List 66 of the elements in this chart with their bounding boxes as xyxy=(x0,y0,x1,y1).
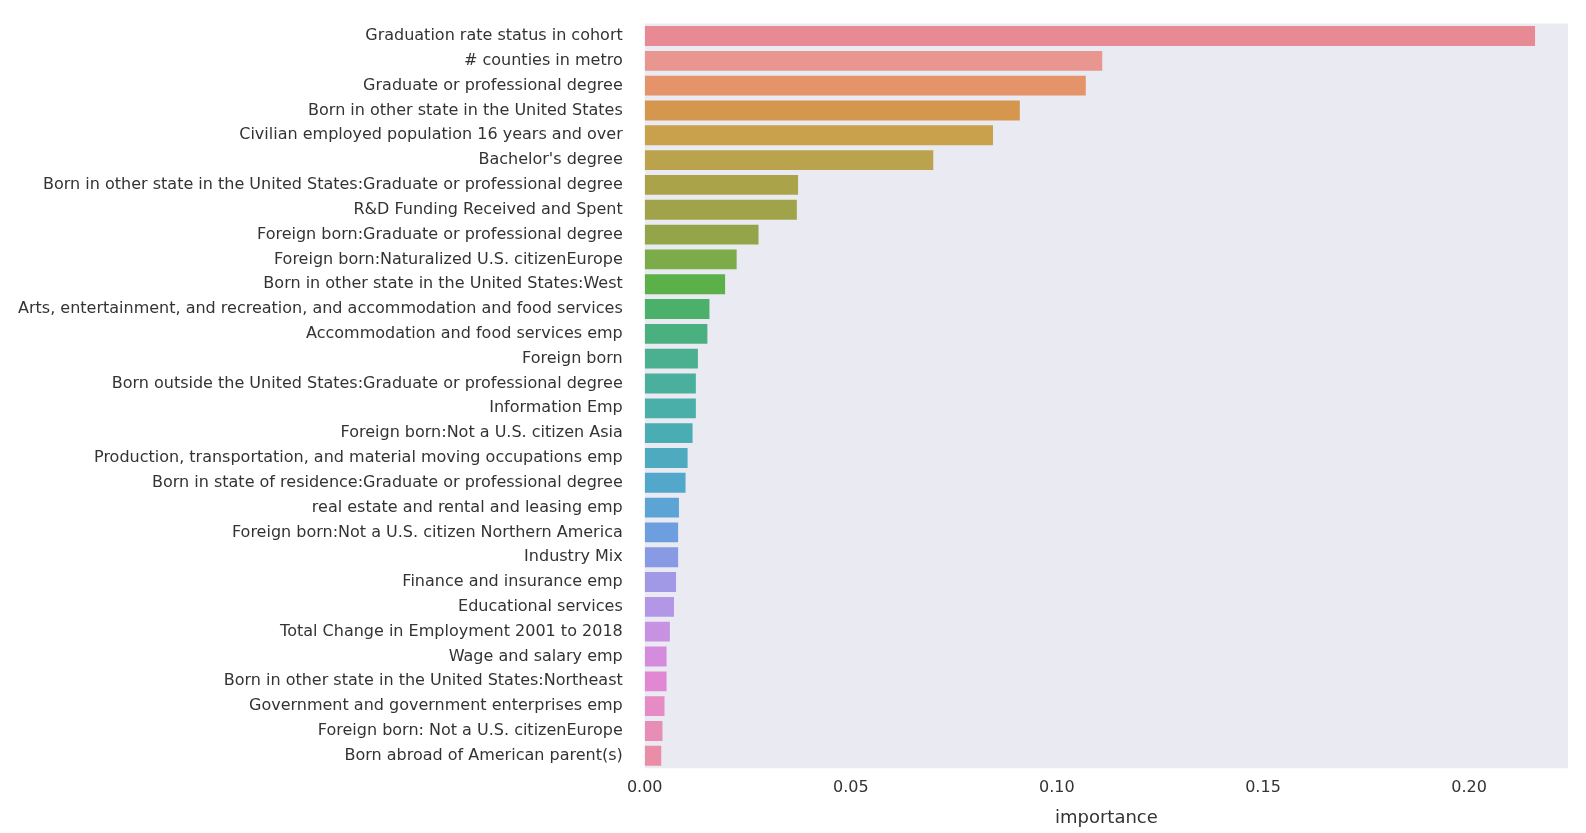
y-tick-label: Government and government enterprises emp xyxy=(249,695,623,715)
bar xyxy=(644,175,799,195)
x-tick-label: 0.15 xyxy=(1245,776,1281,796)
bar xyxy=(644,745,662,766)
y-tick-label: Educational services xyxy=(458,596,623,616)
x-tick-label: 0.05 xyxy=(833,776,869,796)
bar xyxy=(644,373,696,394)
bar xyxy=(644,249,737,270)
bar xyxy=(644,150,934,171)
y-tick-label: Production, transportation, and material moving occupations emp xyxy=(94,447,623,467)
y-tick-label: Industry Mix xyxy=(524,546,623,566)
y-tick-label: Accommodation and food services emp xyxy=(306,323,623,343)
y-tick-label: Foreign born:Graduate or professional degree xyxy=(257,223,623,243)
x-tick-label: 0.00 xyxy=(626,776,663,796)
y-tick-label: Graduation rate status in cohort xyxy=(365,25,623,45)
bar xyxy=(644,50,1103,71)
y-tick-label: Information Emp xyxy=(489,397,623,417)
bar xyxy=(644,448,688,468)
x-tick-label: 0.10 xyxy=(1039,776,1075,796)
bar xyxy=(644,497,679,518)
y-tick-label: Foreign born: Not a U.S. citizenEurope xyxy=(317,720,623,740)
x-tick-label: 0.20 xyxy=(1451,776,1487,796)
y-tick-label: Bachelor's degree xyxy=(478,149,623,169)
bar xyxy=(644,125,994,146)
bar xyxy=(644,547,679,568)
y-tick-label: Born abroad of American parent(s) xyxy=(344,744,623,764)
bar xyxy=(644,671,667,692)
y-tick-label: Foreign born:Not a U.S. citizen Northern America xyxy=(231,521,623,541)
bar xyxy=(644,299,710,319)
y-tick-label: Born in other state in the United States:West xyxy=(263,273,623,293)
y-tick-label: Foreign born xyxy=(522,347,623,367)
bar xyxy=(644,26,1536,46)
y-tick-label: Civilian employed population 16 years and over xyxy=(239,124,624,144)
bar xyxy=(644,274,726,295)
y-tick-label: Total Change in Employment 2001 to 2018 xyxy=(279,620,623,640)
y-tick-label: real estate and rental and leasing emp xyxy=(311,496,623,516)
y-tick-label: Graduate or professional degree xyxy=(363,74,623,94)
bar xyxy=(644,596,674,617)
y-tick-label: Wage and salary emp xyxy=(448,645,623,665)
x-axis-title: importance xyxy=(1054,805,1158,827)
y-tick-label: Finance and insurance emp xyxy=(402,571,623,591)
y-tick-label: Foreign born:Naturalized U.S. citizenEurope xyxy=(273,248,623,268)
bar xyxy=(644,721,663,741)
bar xyxy=(644,621,670,642)
bar xyxy=(644,348,698,369)
bar xyxy=(644,423,693,444)
bar xyxy=(644,75,1086,96)
y-tick-label: Arts, entertainment, and recreation, and accommodation and food services xyxy=(18,298,623,318)
bar xyxy=(644,398,696,419)
bar xyxy=(644,224,759,245)
bar xyxy=(644,199,797,220)
y-tick-label: Foreign born:Not a U.S. citizen Asia xyxy=(340,422,623,442)
y-tick-label: Born in other state in the United States:Northeast xyxy=(223,670,623,690)
bar xyxy=(644,696,665,717)
y-tick-label: Born outside the United States:Graduate or professional degree xyxy=(111,372,623,392)
y-tick-label: # counties in metro xyxy=(464,49,623,69)
bar xyxy=(644,522,679,543)
bar xyxy=(644,472,686,493)
bar xyxy=(644,323,708,344)
y-tick-label: Born in state of residence:Graduate or professional degree xyxy=(151,471,623,491)
y-tick-label: Born in other state in the United States xyxy=(308,99,623,119)
bar xyxy=(644,646,667,667)
bar xyxy=(644,572,677,592)
bar xyxy=(644,100,1020,121)
y-tick-label: R&D Funding Received and Spent xyxy=(353,198,623,218)
y-tick-label: Born in other state in the United States:Graduate or professional degree xyxy=(43,174,623,194)
